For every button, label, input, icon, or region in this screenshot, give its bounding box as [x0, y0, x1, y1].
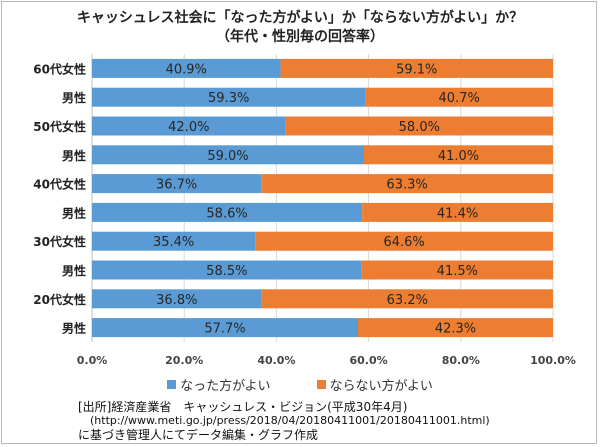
category-label-1: 男性 — [62, 90, 86, 105]
data-label-2-0: 59.1% — [396, 62, 437, 77]
data-label-2-8: 63.2% — [387, 293, 428, 308]
category-label-2: 50代女性 — [33, 119, 86, 134]
legend-swatch-series1 — [167, 379, 177, 389]
bar-1-6 — [92, 231, 256, 251]
legend-swatch-series2 — [316, 379, 326, 389]
x-tick-label-0: 0.0% — [77, 354, 108, 367]
data-label-2-1: 40.7% — [439, 91, 480, 106]
data-label-2-5: 41.4% — [437, 206, 478, 221]
legend-label-series2: ならない方がよい — [329, 378, 433, 394]
data-label-1-1: 59.3% — [208, 91, 249, 106]
x-tick-label-1: 20.0% — [165, 354, 203, 367]
bar-1-1 — [92, 87, 366, 107]
category-label-6: 30代女性 — [33, 234, 86, 249]
bar-1-7 — [92, 260, 362, 280]
category-label-9: 男性 — [62, 321, 86, 336]
bar-2-6 — [255, 231, 553, 251]
x-tick-label-3: 60.0% — [350, 354, 388, 367]
bar-2-7 — [361, 260, 553, 280]
category-label-7: 男性 — [62, 263, 86, 278]
x-tick-label-4: 80.0% — [442, 354, 480, 367]
bar-2-0 — [280, 58, 553, 78]
bar-1-9 — [92, 318, 358, 338]
data-label-1-2: 42.0% — [168, 120, 209, 135]
data-label-1-3: 59.0% — [207, 149, 248, 164]
bar-2-4 — [261, 174, 553, 194]
data-label-2-2: 58.0% — [399, 120, 440, 135]
legend-item-series2: ならない方がよい — [316, 376, 433, 394]
data-label-1-5: 58.6% — [206, 206, 247, 221]
category-label-8: 20代女性 — [33, 292, 86, 307]
source-line-3: に基づき管理人にてデータ編集・グラフ作成 — [78, 428, 319, 442]
data-label-1-8: 36.8% — [156, 293, 197, 308]
bar-1-3 — [92, 145, 364, 165]
bar-1-4 — [92, 174, 262, 194]
data-label-2-3: 41.0% — [438, 149, 479, 164]
data-label-1-9: 57.7% — [204, 322, 245, 337]
x-tick-label-5: 100.0% — [530, 354, 576, 367]
bar-1-5 — [92, 202, 363, 222]
bar-2-8 — [261, 289, 553, 309]
source-note: [出所]経済産業省 キャッシュレス・ビジョン(平成30年4月) (http://… — [78, 400, 490, 442]
data-label-2-7: 41.5% — [437, 264, 478, 279]
data-label-2-6: 64.6% — [383, 235, 424, 250]
category-label-0: 60代女性 — [33, 61, 86, 76]
bar-2-9 — [357, 318, 553, 338]
bar-2-5 — [362, 202, 553, 222]
bar-2-1 — [365, 87, 553, 107]
bar-2-3 — [363, 145, 553, 165]
chart-subtitle: （年代・性別毎の回答率） — [216, 29, 384, 45]
bar-1-8 — [92, 289, 262, 309]
bar-2-2 — [285, 116, 553, 136]
source-url: (http://www.meti.go.jp/press/2018/04/201… — [90, 414, 490, 427]
data-label-1-6: 35.4% — [153, 235, 194, 250]
legend-item-series1: なった方がよい — [167, 376, 271, 394]
category-label-5: 男性 — [62, 205, 86, 220]
bar-1-0 — [92, 58, 281, 78]
bar-1-2 — [92, 116, 286, 136]
chart-title: キャッシュレス社会に「なった方がよい」か「ならない方がよい」か？ — [76, 10, 524, 26]
data-label-1-7: 58.5% — [206, 264, 247, 279]
data-label-1-4: 36.7% — [156, 178, 197, 193]
legend-label-series1: なった方がよい — [180, 378, 271, 394]
legend: なった方がよい ならない方がよい — [0, 376, 600, 394]
data-label-2-4: 63.3% — [386, 178, 427, 193]
x-tick-label-2: 40.0% — [257, 354, 295, 367]
data-label-1-0: 40.9% — [166, 62, 207, 77]
data-label-2-9: 42.3% — [435, 322, 476, 337]
category-label-3: 男性 — [62, 148, 86, 163]
category-label-4: 40代女性 — [33, 177, 86, 192]
source-line-1: [出所]経済産業省 キャッシュレス・ビジョン(平成30年4月) — [78, 400, 408, 414]
